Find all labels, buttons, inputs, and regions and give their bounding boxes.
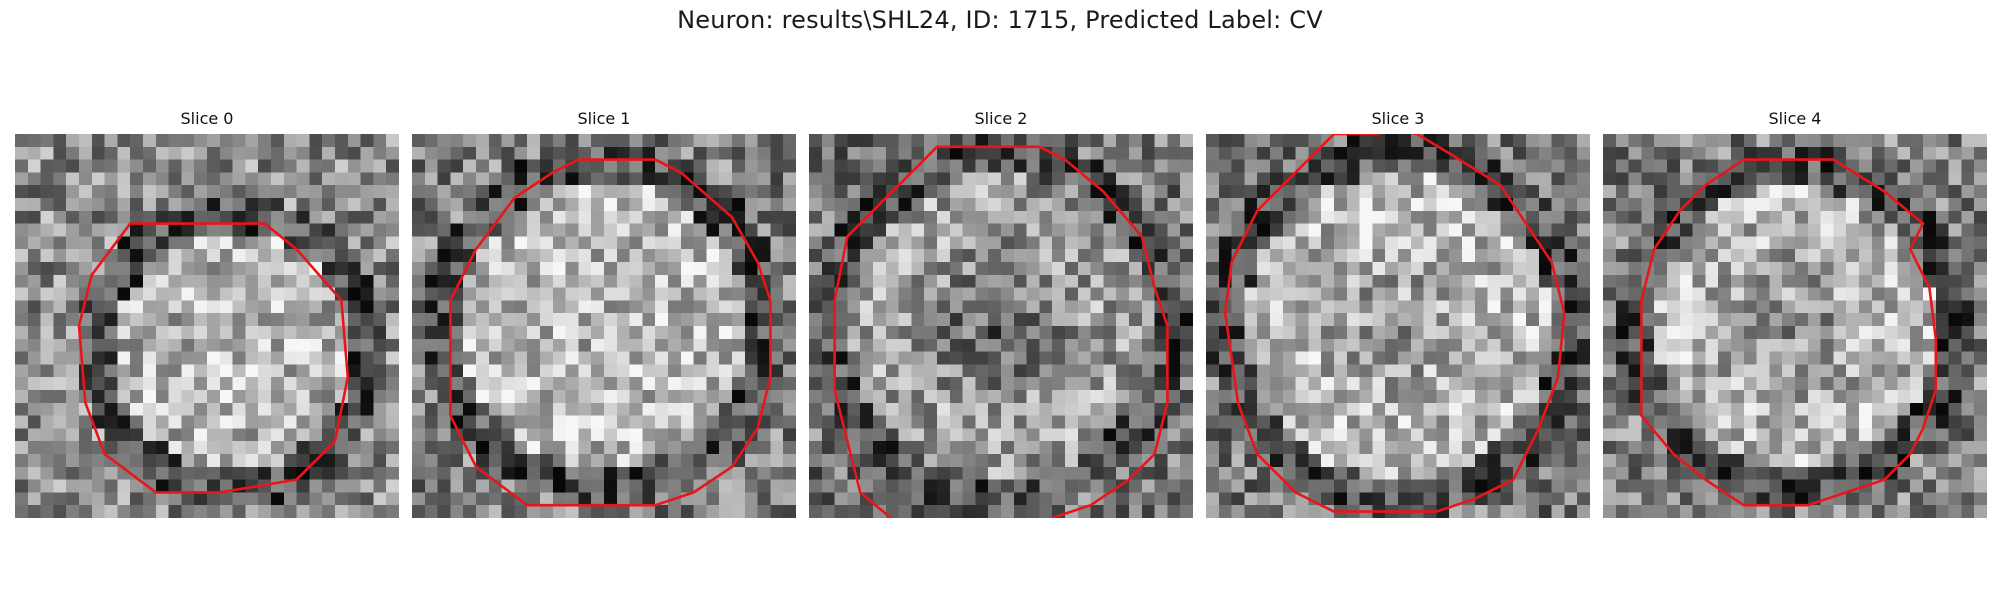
slice-panel-1: Slice 1 bbox=[412, 0, 796, 520]
slice-contour-0 bbox=[77, 222, 350, 494]
slice-panel-3: Slice 3 bbox=[1206, 0, 1590, 520]
slice-contour-3 bbox=[1223, 134, 1566, 513]
slice-image-4 bbox=[1603, 134, 1987, 518]
slice-title-4: Slice 4 bbox=[1768, 109, 1822, 128]
slice-title-1: Slice 1 bbox=[577, 109, 631, 128]
slice-panel-4: Slice 4 bbox=[1603, 0, 1987, 520]
slice-image-3 bbox=[1206, 134, 1590, 518]
slice-title-0: Slice 0 bbox=[180, 109, 234, 128]
slice-title-2: Slice 2 bbox=[974, 109, 1028, 128]
figure-title: Neuron: results\SHL24, ID: 1715, Predict… bbox=[677, 6, 1323, 34]
slice-image-2 bbox=[809, 134, 1193, 518]
slice-contour-2 bbox=[833, 145, 1169, 518]
slice-title-3: Slice 3 bbox=[1371, 109, 1425, 128]
slice-panel-2: Slice 2 bbox=[809, 0, 1193, 520]
slice-image-1 bbox=[412, 134, 796, 518]
slice-panel-0: Slice 0 bbox=[15, 0, 399, 520]
slice-image-0 bbox=[15, 134, 399, 518]
slice-contour-1 bbox=[449, 158, 772, 507]
slice-contour-4 bbox=[1640, 158, 1938, 507]
